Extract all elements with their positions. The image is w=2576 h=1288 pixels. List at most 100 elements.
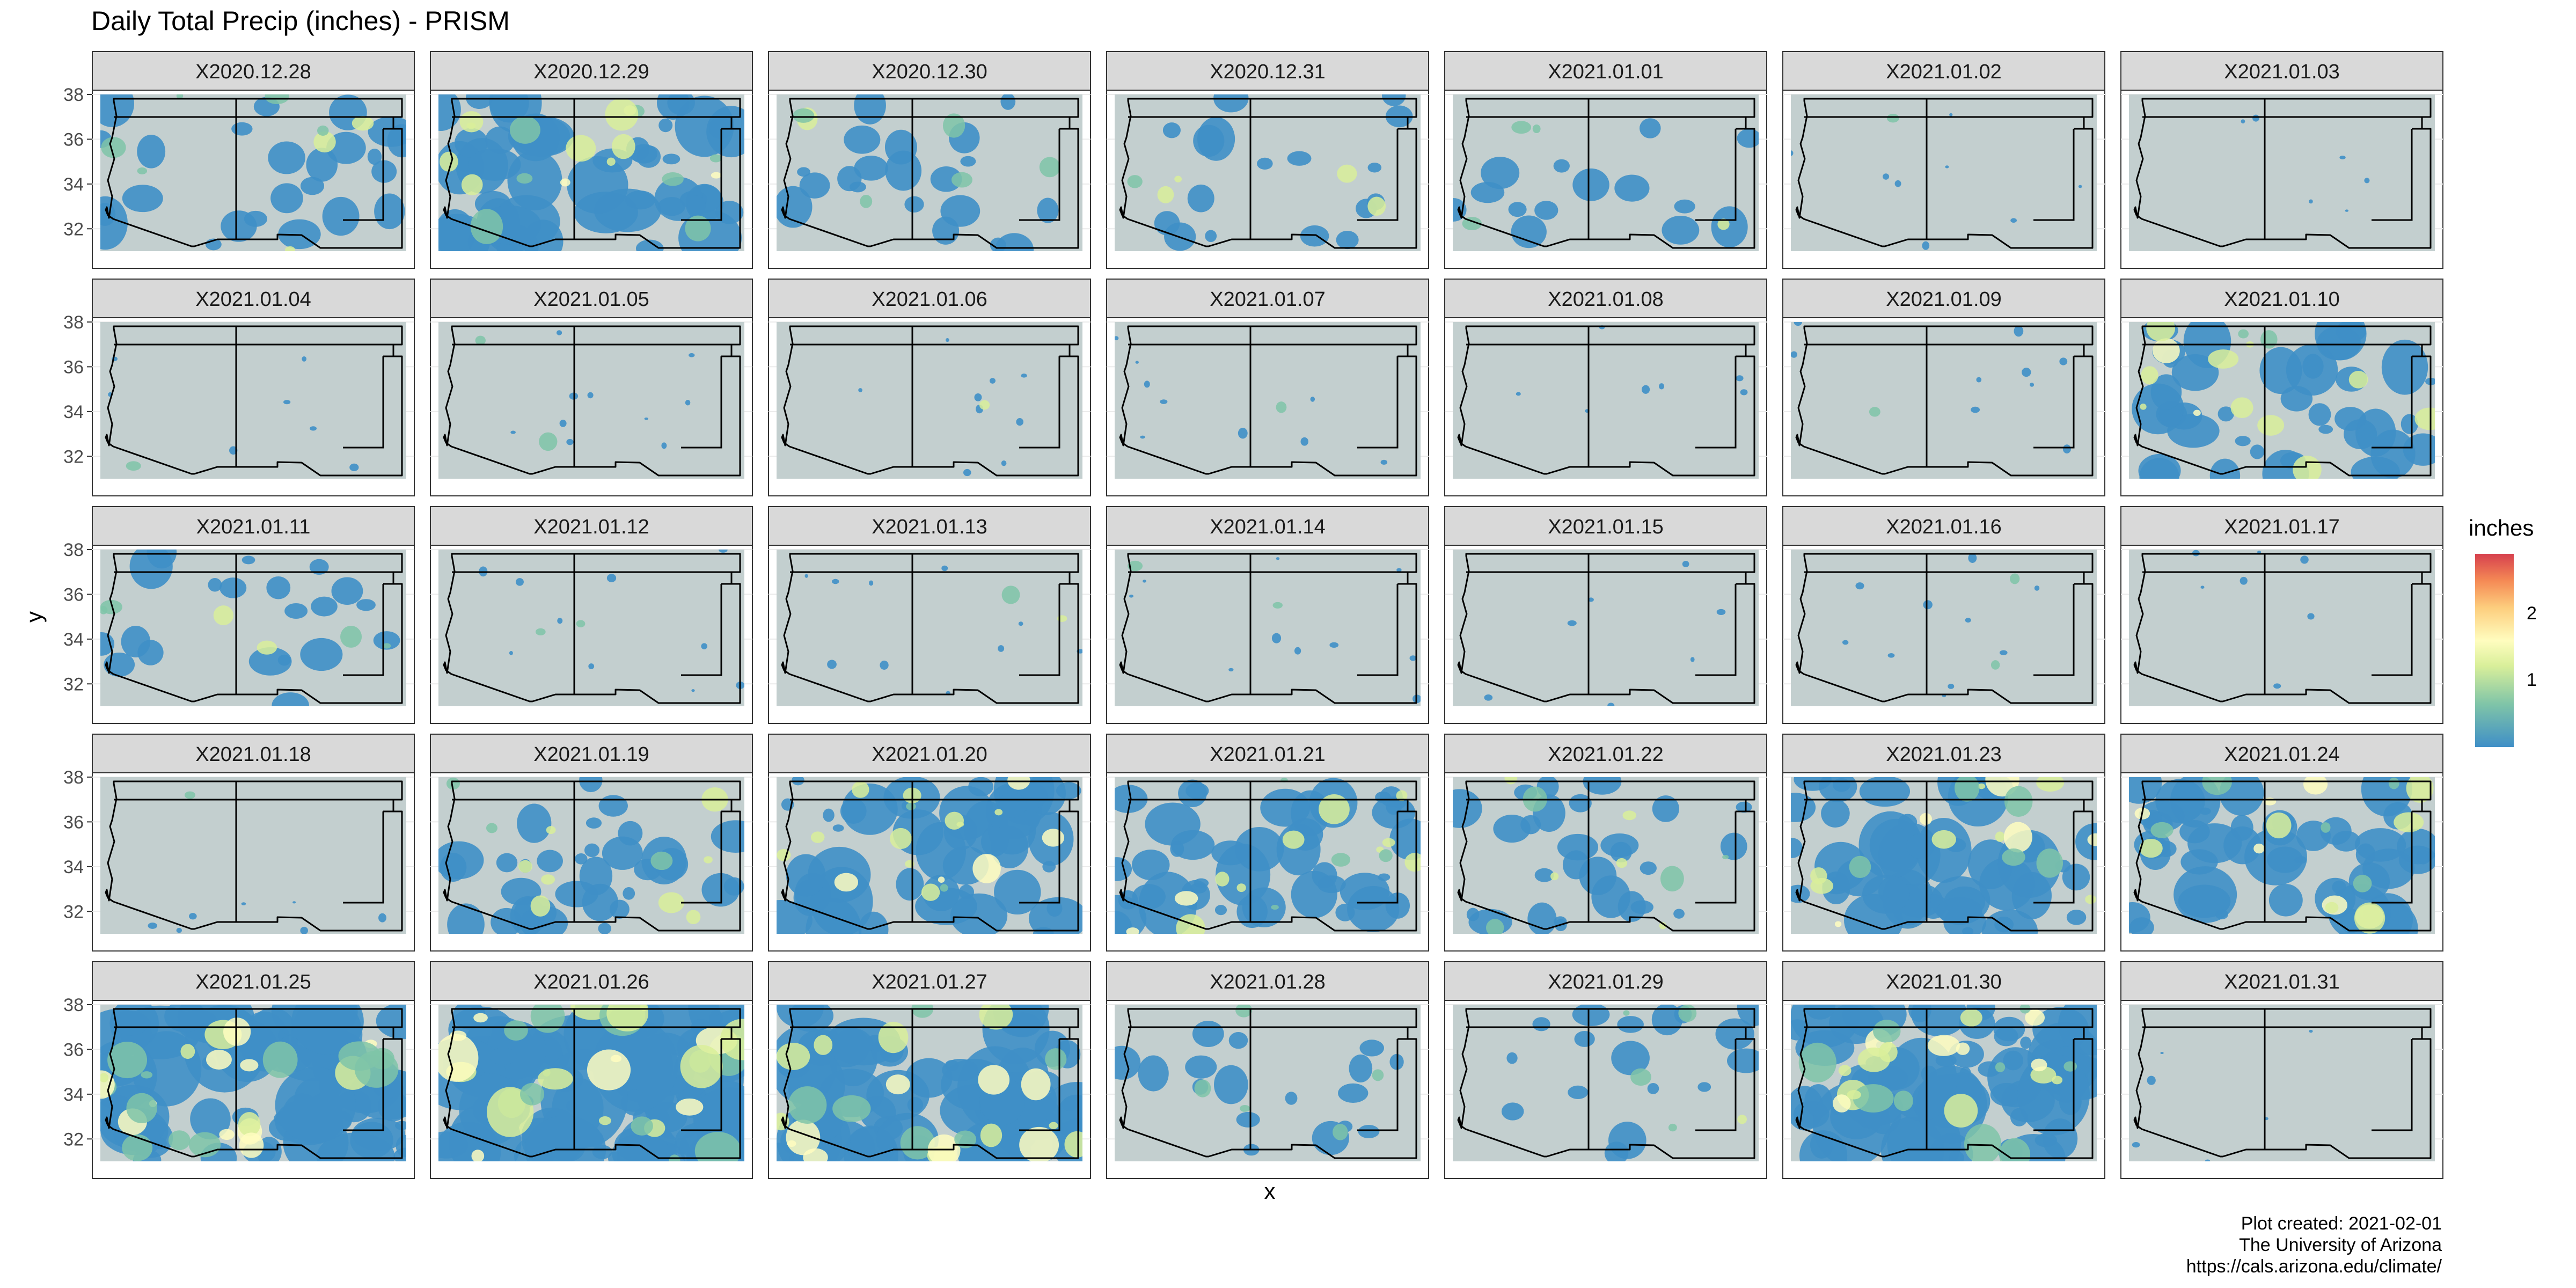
facet-panel: X2021.01.05	[430, 279, 753, 496]
precip-cell	[1995, 1062, 2006, 1072]
precip-cell	[262, 1041, 298, 1078]
precip-cell	[473, 1013, 488, 1023]
precip-cell	[1674, 199, 1695, 214]
precip-cell	[1272, 602, 1283, 609]
precip-cell	[1853, 1084, 1894, 1113]
facet-strip	[1444, 51, 1767, 91]
precip-cell	[509, 116, 540, 144]
precip-cell	[1614, 174, 1650, 202]
precip-cell	[1115, 911, 1132, 934]
facet-strip	[430, 506, 753, 546]
precip-cell	[1568, 1085, 1589, 1100]
facet-strip	[1782, 279, 2105, 318]
state-border	[343, 129, 384, 221]
precip-cell	[331, 577, 363, 605]
precip-cell	[1567, 620, 1577, 626]
precip-cell	[1062, 1099, 1077, 1111]
y-tick-label: 34	[63, 630, 84, 650]
facet-panel: X2021.01.08	[1444, 279, 1767, 496]
precip-area	[1128, 557, 1421, 703]
precip-cell	[1894, 180, 1901, 187]
precip-cell	[618, 821, 643, 846]
precip-cell	[557, 618, 563, 624]
precip-cell	[1007, 777, 1030, 790]
y-tick-label: 32	[63, 447, 84, 467]
precip-cell	[2160, 1052, 2164, 1055]
precip-cell	[2364, 178, 2370, 184]
precip-cell	[352, 115, 374, 131]
state-border	[781, 553, 1079, 704]
precip-cell	[890, 828, 912, 850]
precip-cell	[1527, 902, 1557, 934]
state-border	[105, 553, 403, 704]
precip-cell	[2062, 863, 2090, 891]
y-tick-label: 34	[63, 402, 84, 422]
precip-cell	[1511, 215, 1547, 248]
precip-cell	[507, 150, 562, 211]
precip-cell	[1640, 861, 1657, 875]
state-border	[1357, 1039, 1399, 1131]
precip-cell	[1000, 94, 1016, 110]
precip-cell	[786, 1119, 821, 1155]
facet-panel: X2021.01.02	[1782, 51, 2105, 269]
precip-cell	[586, 817, 602, 829]
precip-cell	[468, 148, 521, 181]
y-tick-label: 32	[63, 1129, 84, 1150]
map-background	[777, 550, 1082, 706]
precip-cell	[662, 153, 680, 165]
precip-cell	[1170, 840, 1184, 857]
precip-cell	[530, 895, 551, 917]
precip-cell	[854, 156, 888, 181]
state-border	[343, 811, 384, 904]
precip-cell	[1794, 322, 1802, 326]
precip-cell	[1236, 883, 1246, 892]
precip-cell	[650, 851, 673, 870]
precip-map	[1791, 1005, 2097, 1161]
precip-cell	[584, 843, 600, 858]
precip-cell	[1995, 831, 2005, 842]
precip-cell	[1347, 885, 1400, 933]
precip-cell	[2022, 368, 2031, 377]
precip-cell	[1485, 919, 1504, 934]
state-border	[2033, 1039, 2075, 1131]
precip-cell	[1659, 383, 1665, 390]
precip-cell	[311, 596, 338, 617]
precip-cell	[517, 803, 552, 843]
precip-cell	[2332, 831, 2360, 852]
facet-panel: X2021.01.06	[768, 279, 1091, 496]
precip-cell	[509, 651, 513, 655]
precip-cell	[121, 625, 151, 658]
precip-cell	[340, 625, 362, 648]
precip-cell	[1791, 150, 1794, 156]
state-border	[1795, 553, 2094, 704]
precip-cell	[687, 195, 706, 216]
facet-strip	[768, 961, 1091, 1001]
precip-cell	[930, 166, 962, 192]
caption-line-date: Plot created: 2021-02-01	[2241, 1213, 2442, 1234]
precip-cell	[823, 808, 835, 822]
precip-cell	[322, 196, 360, 236]
precip-cell	[1604, 1141, 1629, 1161]
precip-cell	[164, 1005, 206, 1033]
precip-cell	[126, 1093, 157, 1123]
facet-label: X2020.12.28	[195, 61, 311, 83]
precip-cell	[786, 854, 826, 897]
precip-cell	[685, 215, 711, 241]
precip-cell	[1162, 122, 1181, 138]
precip-cell	[2003, 1050, 2024, 1071]
facet-strip	[92, 51, 415, 91]
precip-cell	[2058, 1005, 2097, 1056]
precip-cell	[777, 186, 813, 228]
precip-cell	[906, 802, 916, 810]
precip-cell	[945, 811, 964, 830]
precip-cell	[1717, 218, 1730, 230]
precip-cell	[461, 174, 483, 195]
precip-cell	[685, 400, 691, 406]
precip-cell	[2300, 555, 2309, 564]
precip-cell	[1194, 878, 1209, 888]
precip-map	[100, 94, 406, 251]
facet-label: X2021.01.16	[1886, 516, 2002, 538]
precip-cell	[382, 643, 391, 649]
precip-cell	[777, 1043, 810, 1070]
precip-cell	[1978, 783, 1986, 789]
